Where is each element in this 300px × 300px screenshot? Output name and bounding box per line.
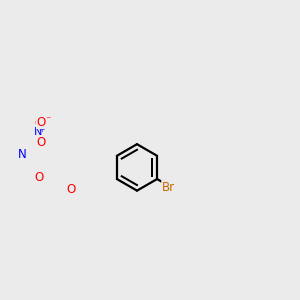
Text: Br: Br	[162, 181, 175, 194]
Text: N: N	[34, 127, 42, 137]
Text: O: O	[67, 184, 76, 196]
Text: +: +	[38, 125, 44, 134]
Text: O: O	[37, 136, 46, 148]
Text: O: O	[34, 171, 44, 184]
Text: N: N	[18, 148, 27, 160]
Text: O: O	[37, 116, 46, 129]
Text: ⁻: ⁻	[45, 116, 51, 126]
Text: O: O	[34, 118, 44, 130]
